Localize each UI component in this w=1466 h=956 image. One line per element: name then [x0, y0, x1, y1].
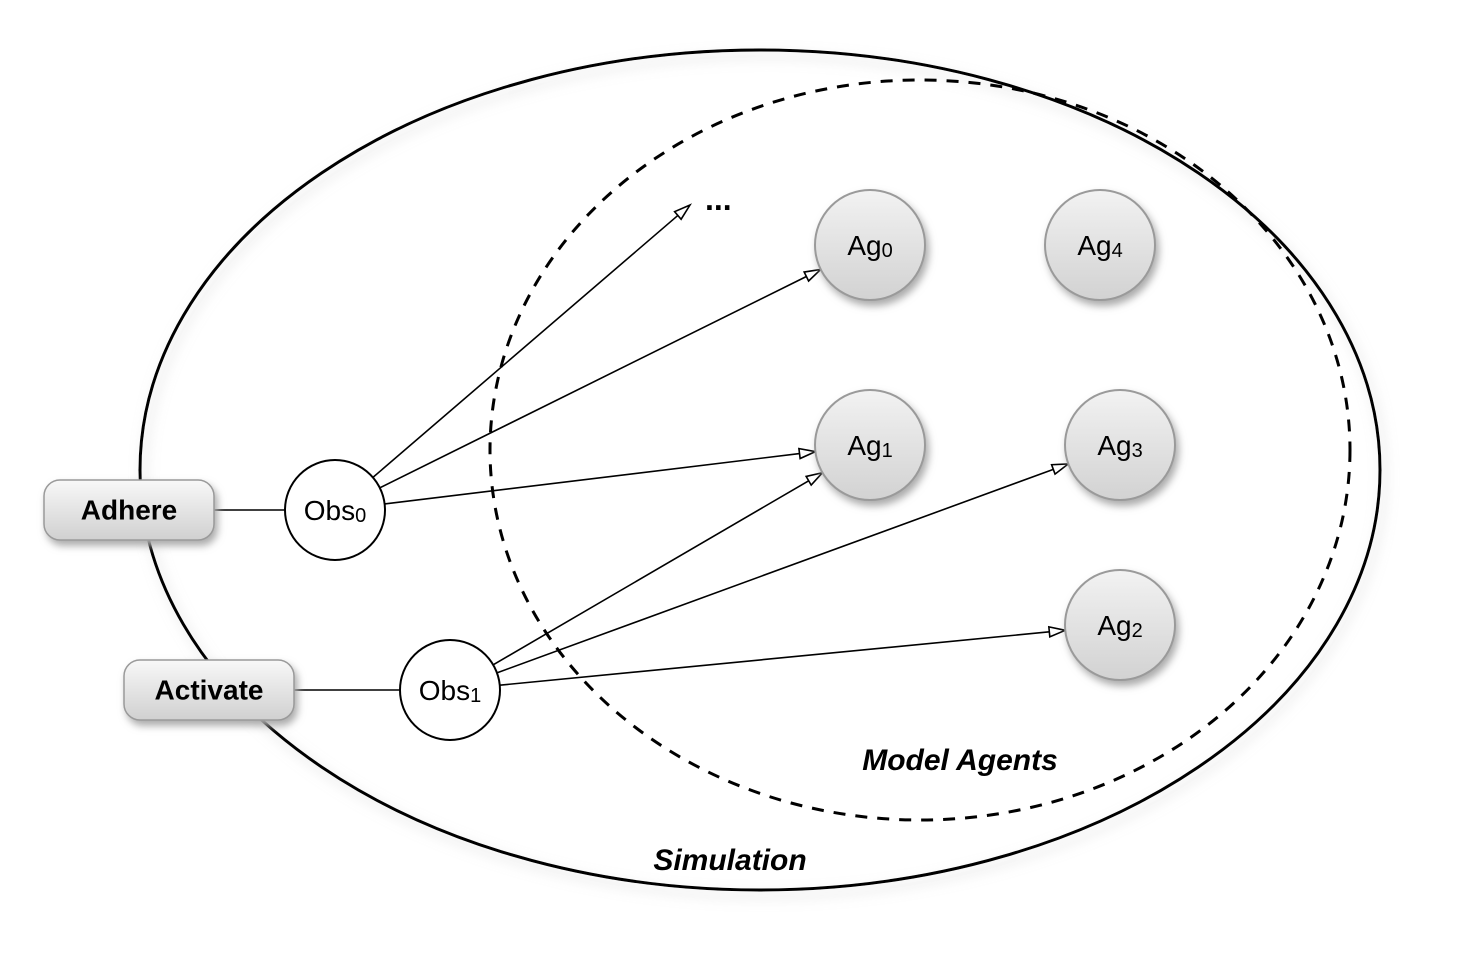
simulation-label: Simulation: [653, 844, 806, 877]
arrow-shaft: [493, 481, 808, 665]
model-agents-label: Model Agents: [862, 744, 1058, 777]
box-adhere: Adhere: [44, 480, 214, 540]
box-activate-label: Activate: [155, 675, 264, 706]
agent-node-ag3: Ag3: [1065, 390, 1175, 500]
agent-node-ag2: Ag2: [1065, 570, 1175, 680]
ellipsis: ...: [705, 181, 732, 217]
arrow-shaft: [500, 632, 1050, 685]
obs-node-obs1: Obs1: [400, 640, 500, 740]
agent-node-ag4: Ag4: [1045, 190, 1155, 300]
arrow-head: [1052, 464, 1069, 474]
arrow-shaft: [385, 454, 800, 504]
arrow-head: [1049, 627, 1065, 637]
arrow-head: [804, 269, 821, 281]
arrow-shaft: [373, 215, 678, 477]
arrow-head: [799, 449, 815, 459]
arrow-head: [806, 473, 822, 485]
agent-node-ag1: Ag1: [815, 390, 925, 500]
box-activate: Activate: [124, 660, 294, 720]
agent-node-ag0: Ag0: [815, 190, 925, 300]
box-adhere-label: Adhere: [81, 495, 177, 526]
arrow-shaft: [380, 277, 807, 488]
obs-node-obs0: Obs0: [285, 460, 385, 560]
